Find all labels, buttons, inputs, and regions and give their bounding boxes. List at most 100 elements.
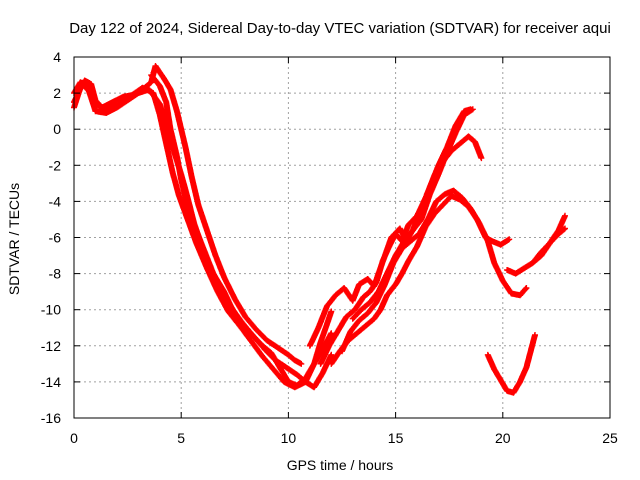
y-tick-label: 4 — [53, 49, 61, 65]
y-tick-label: -12 — [41, 338, 61, 354]
data-point-8-5 — [394, 254, 397, 257]
data-point-5-2 — [336, 330, 339, 333]
data-point-3-11 — [231, 308, 234, 311]
data-point-3-7 — [195, 229, 198, 232]
data-point-2-3 — [92, 101, 95, 104]
x-tick-label: 0 — [70, 430, 78, 446]
y-tick-label: 0 — [53, 121, 61, 137]
data-point-2-6 — [128, 95, 131, 98]
data-point-0-25 — [276, 346, 279, 349]
data-point-0-18 — [205, 229, 208, 232]
data-point-3-16 — [285, 366, 288, 369]
data-point-5-20 — [473, 140, 476, 143]
data-point-0-22 — [244, 315, 247, 318]
data-point-11-6 — [525, 366, 528, 369]
data-point-4-2 — [325, 305, 328, 308]
data-point-0-3 — [90, 83, 93, 86]
data-point-5-10 — [394, 232, 397, 235]
data-point-8-7 — [411, 229, 414, 232]
data-point-1-28 — [321, 348, 324, 351]
y-tick-label: -8 — [49, 266, 62, 282]
series-trace-4 — [148, 72, 335, 385]
data-point-3-9 — [212, 272, 215, 275]
y-tick-label: -2 — [49, 157, 62, 173]
data-point-6-3 — [356, 332, 359, 335]
data-point-5-7 — [375, 281, 378, 284]
data-point-5-21 — [480, 157, 483, 160]
data-point-2-4 — [103, 108, 106, 111]
data-point-2-8 — [152, 92, 155, 95]
data-point-0-24 — [265, 339, 268, 342]
data-point-0-10 — [150, 81, 153, 84]
data-point-0-2 — [83, 79, 86, 82]
series-trace-9 — [349, 106, 474, 322]
data-point-6-7 — [386, 294, 389, 297]
data-point-4-15 — [420, 218, 423, 221]
data-point-6-0 — [330, 362, 333, 365]
data-point-2-12 — [178, 194, 181, 197]
data-point-8-12 — [454, 124, 457, 127]
data-point-2-18 — [240, 326, 243, 329]
data-point-3-10 — [223, 290, 226, 293]
data-point-5-12 — [407, 223, 410, 226]
data-point-7-12 — [443, 193, 446, 196]
data-point-2-15 — [205, 267, 208, 270]
data-point-3-17 — [295, 373, 298, 376]
data-point-2-25 — [313, 386, 316, 389]
data-point-6-11 — [416, 245, 419, 248]
data-point-0-27 — [293, 359, 296, 362]
data-series — [71, 63, 568, 396]
data-point-2-17 — [227, 310, 230, 313]
data-point-3-0 — [150, 74, 153, 77]
data-point-10-0 — [531, 261, 534, 264]
data-point-0-20 — [223, 276, 226, 279]
data-point-8-6 — [403, 240, 406, 243]
data-point-4-7 — [366, 278, 369, 281]
data-point-5-19 — [467, 135, 470, 138]
data-point-7-19 — [501, 279, 504, 282]
x-axis-label: GPS time / hours — [287, 457, 394, 473]
data-point-0-17 — [197, 204, 200, 207]
data-point-6-6 — [379, 308, 382, 311]
data-point-3-12 — [242, 323, 245, 326]
data-point-7-3 — [366, 312, 369, 315]
data-point-7-1 — [349, 330, 352, 333]
data-point-4-1 — [317, 326, 320, 329]
data-point-0-11 — [154, 65, 157, 68]
data-point-5-18 — [458, 142, 461, 145]
data-point-6-22 — [508, 238, 511, 241]
data-point-6-5 — [373, 317, 376, 320]
data-point-0-13 — [169, 88, 172, 91]
data-point-9-1 — [514, 272, 517, 275]
data-point-7-10 — [426, 218, 429, 221]
data-point-0-12 — [163, 77, 166, 80]
data-point-2-1 — [79, 81, 82, 84]
data-point-6-14 — [441, 204, 444, 207]
y-tick-label: -16 — [41, 410, 61, 426]
data-point-5-3 — [345, 315, 348, 318]
data-point-6-10 — [407, 259, 410, 262]
data-point-2-2 — [85, 84, 88, 87]
data-point-2-23 — [293, 386, 296, 389]
data-point-2-21 — [272, 368, 275, 371]
data-point-1-23 — [278, 366, 281, 369]
data-point-0-15 — [184, 146, 187, 149]
data-point-8-13 — [463, 110, 466, 113]
data-point-3-20 — [319, 341, 322, 344]
data-point-3-6 — [186, 205, 189, 208]
data-point-5-1 — [328, 344, 331, 347]
data-point-7-16 — [478, 222, 481, 225]
data-point-7-22 — [525, 287, 528, 290]
data-point-3-15 — [274, 359, 277, 362]
data-point-5-8 — [381, 259, 384, 262]
data-point-11-8 — [533, 333, 536, 336]
data-point-5-9 — [388, 245, 391, 248]
data-point-7-4 — [375, 301, 378, 304]
data-point-8-9 — [428, 185, 431, 188]
data-point-7-13 — [452, 189, 455, 192]
data-point-0-26 — [287, 353, 290, 356]
data-point-5-5 — [362, 296, 365, 299]
data-point-1-29 — [330, 332, 333, 335]
data-point-0-28 — [300, 362, 303, 365]
